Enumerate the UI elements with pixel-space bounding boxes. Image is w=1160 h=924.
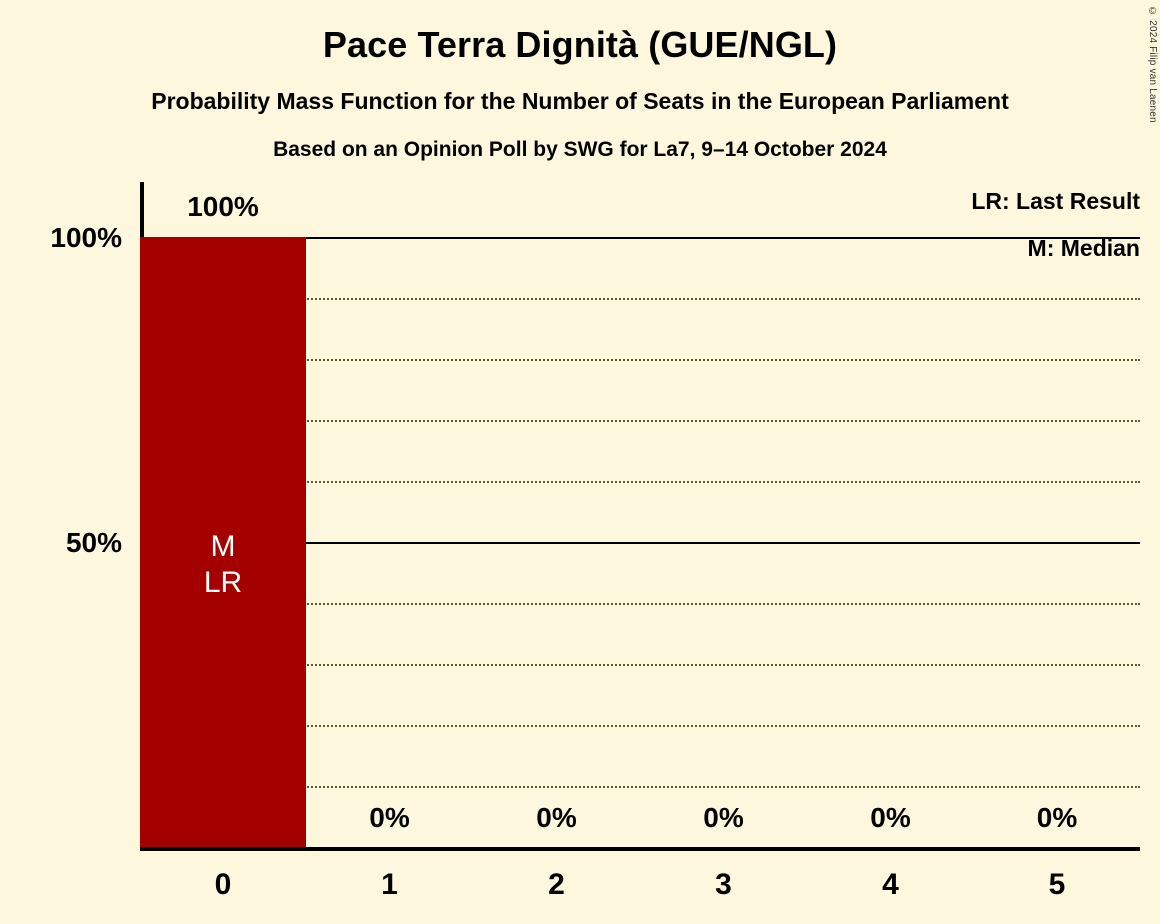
bar-0-value-label: 100%	[187, 191, 259, 222]
gridline-50	[140, 542, 1140, 544]
bar-3-value-label: 0%	[703, 802, 744, 833]
legend-median: M: Median	[1027, 235, 1140, 261]
bar-0: M LR	[140, 237, 306, 847]
x-axis	[140, 847, 1140, 851]
bar-2-value-label: 0%	[536, 802, 577, 833]
gridline-100	[140, 237, 1140, 239]
x-tick-label-4: 4	[882, 868, 899, 901]
gridline-10	[140, 786, 1140, 788]
legend-last-result: LR: Last Result	[971, 188, 1140, 214]
bar-0-median-mark: M	[210, 530, 236, 563]
gridline-40	[140, 603, 1140, 605]
gridline-90	[140, 298, 1140, 300]
x-tick-label-3: 3	[715, 868, 732, 901]
chart-title: Pace Terra Dignità (GUE/NGL)	[322, 24, 838, 65]
x-tick-label-1: 1	[381, 868, 398, 901]
bar-1-value-label: 0%	[369, 802, 410, 833]
gridline-20	[140, 725, 1140, 727]
bar-4-value-label: 0%	[870, 802, 911, 833]
chart-subtitle: Probability Mass Function for the Number…	[151, 88, 1009, 114]
plot-area: M LR 100% 0% 0% 0% 0% 0%	[140, 182, 1140, 847]
gridline-30	[140, 664, 1140, 666]
x-tick-label-5: 5	[1048, 868, 1066, 901]
gridline-60	[140, 481, 1140, 483]
bar-0-last-result-mark: LR	[203, 566, 243, 599]
gridline-70	[140, 420, 1140, 422]
y-tick-label-50: 50%	[65, 527, 122, 558]
gridline-80	[140, 359, 1140, 361]
chart-source-subtitle: Based on an Opinion Poll by SWG for La7,…	[273, 138, 887, 161]
bar-5-value-label: 0%	[1036, 802, 1078, 833]
x-tick-label-0: 0	[214, 868, 232, 901]
copyright-notice: © 2024 Filip van Laenen	[1147, 6, 1158, 123]
y-tick-label-100: 100%	[50, 222, 122, 253]
x-tick-label-2: 2	[548, 868, 565, 901]
